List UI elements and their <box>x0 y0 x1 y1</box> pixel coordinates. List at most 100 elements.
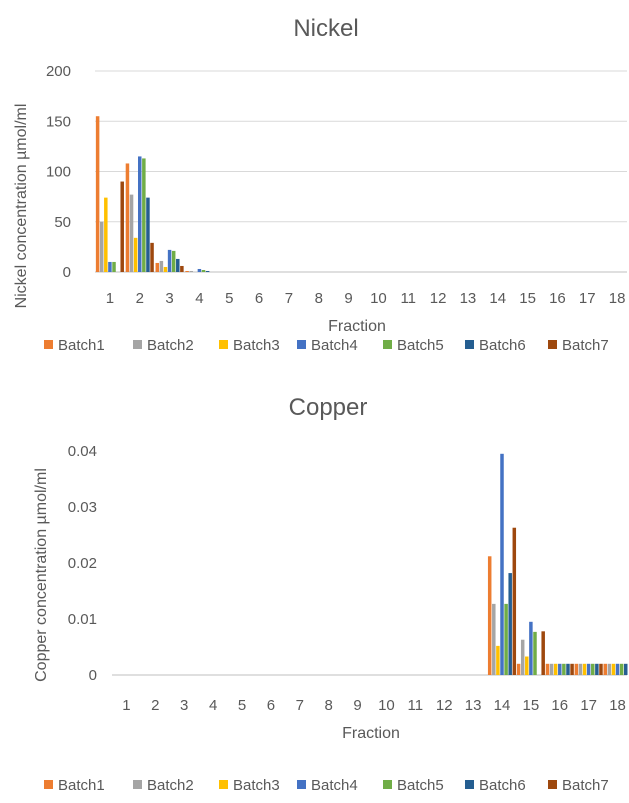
nickel-x-tick-label: 2 <box>136 290 144 307</box>
nickel-x-tick-label: 15 <box>519 290 536 307</box>
nickel-legend-label: Batch2 <box>147 337 194 354</box>
nickel-bar-batch3 <box>163 266 168 272</box>
nickel-bar-batch5 <box>201 269 206 272</box>
copper-bar-batch2 <box>578 663 583 675</box>
copper-bar-batch4 <box>615 663 620 675</box>
nickel-legend-swatch <box>465 340 474 349</box>
copper-bar-batch3 <box>582 663 587 675</box>
nickel-x-tick-label: 10 <box>370 290 387 307</box>
copper-bar-batch2 <box>492 603 496 675</box>
copper-bar-batch3 <box>525 656 529 675</box>
copper-bar-batch1 <box>603 663 608 675</box>
copper-bar-batch1 <box>516 663 521 675</box>
copper-x-tick-label: 14 <box>494 697 511 714</box>
copper-bar-batch4 <box>529 621 533 675</box>
nickel-x-tick-label: 1 <box>106 290 114 307</box>
nickel-bar-batch5 <box>112 261 116 272</box>
copper-x-tick-label: 16 <box>551 697 568 714</box>
copper-x-tick-label: 12 <box>436 697 453 714</box>
copper-legend-label: Batch6 <box>479 777 526 794</box>
nickel-legend-label: Batch5 <box>397 337 444 354</box>
nickel-bar-batch6 <box>176 258 180 272</box>
copper-bar-batch1 <box>545 663 550 675</box>
nickel-legend-swatch <box>133 340 142 349</box>
nickel-legend-swatch <box>44 340 53 349</box>
copper-bar-batch1 <box>574 663 579 675</box>
copper-legend-label: Batch2 <box>147 777 194 794</box>
copper-y-tick-label: 0 <box>89 667 97 684</box>
copper-legend-label: Batch7 <box>562 777 609 794</box>
nickel-x-tick-label: 14 <box>489 290 506 307</box>
copper-bar-batch4 <box>558 663 562 675</box>
nickel-x-tick-label: 6 <box>255 290 263 307</box>
nickel-x-tick-label: 8 <box>315 290 323 307</box>
nickel-x-tick-label: 16 <box>549 290 566 307</box>
copper-x-tick-label: 9 <box>353 697 361 714</box>
copper-legend-label: Batch4 <box>311 777 358 794</box>
nickel-chart-title: Nickel <box>293 15 358 42</box>
copper-x-tick-label: 3 <box>180 697 188 714</box>
nickel-bar-batch4 <box>108 261 112 272</box>
nickel-y-tick-label: 150 <box>46 113 71 130</box>
copper-bar-batch3 <box>496 645 500 675</box>
copper-bar-batch4 <box>500 453 504 675</box>
nickel-bar-batch2 <box>129 194 134 272</box>
nickel-chart: Nickel Fraction Nickel concentration µmo… <box>13 15 627 354</box>
copper-x-tick-label: 10 <box>378 697 395 714</box>
copper-x-tick-label: 18 <box>609 697 626 714</box>
nickel-bar-batch7 <box>150 242 154 272</box>
nickel-x-axis-label: Fraction <box>328 318 386 335</box>
nickel-legend-label: Batch4 <box>311 337 358 354</box>
copper-y-tick-label: 0.04 <box>68 443 97 460</box>
nickel-legend-swatch <box>219 340 228 349</box>
nickel-x-tick-label: 4 <box>195 290 203 307</box>
copper-x-axis-label: Fraction <box>342 725 400 742</box>
nickel-bar-batch1 <box>155 262 160 272</box>
copper-bar-batch5 <box>562 663 566 675</box>
copper-bar-batch6 <box>508 573 512 675</box>
copper-x-tick-label: 5 <box>238 697 246 714</box>
copper-x-tick-label: 4 <box>209 697 217 714</box>
nickel-x-tick-label: 18 <box>609 290 626 307</box>
copper-x-tick-label: 1 <box>122 697 130 714</box>
copper-x-tick-label: 11 <box>408 697 424 714</box>
nickel-legend-label: Batch1 <box>58 337 105 354</box>
nickel-legend-swatch <box>297 340 306 349</box>
nickel-bar-batch1 <box>185 270 189 272</box>
copper-bar-batch5 <box>533 631 537 675</box>
nickel-y-tick-label: 0 <box>63 264 71 281</box>
copper-x-tick-label: 8 <box>324 697 332 714</box>
nickel-bar-batch7 <box>120 181 124 272</box>
copper-bar-batch5 <box>504 603 508 675</box>
nickel-x-tick-label: 9 <box>344 290 352 307</box>
nickel-bar-batch1 <box>125 163 130 272</box>
copper-legend-swatch <box>219 780 228 789</box>
nickel-bar-batch6 <box>146 197 150 272</box>
nickel-bar-batch2 <box>189 270 193 272</box>
copper-legend-swatch <box>383 780 392 789</box>
nickel-bar-batch5 <box>142 158 146 272</box>
copper-legend-swatch <box>548 780 557 789</box>
copper-bar-batch5 <box>619 663 624 675</box>
copper-bar-batch7 <box>570 663 574 675</box>
copper-bar-batch2 <box>549 663 554 675</box>
copper-legend-swatch <box>44 780 53 789</box>
nickel-bar-batch4 <box>167 249 172 272</box>
copper-legend-swatch <box>133 780 142 789</box>
nickel-y-tick-label: 100 <box>46 164 71 181</box>
nickel-legend-swatch <box>383 340 392 349</box>
nickel-x-tick-label: 13 <box>460 290 477 307</box>
nickel-x-tick-label: 12 <box>430 290 447 307</box>
copper-legend-swatch <box>465 780 474 789</box>
nickel-bar-batch3 <box>104 197 108 272</box>
nickel-legend-swatch <box>548 340 557 349</box>
copper-y-tick-label: 0.01 <box>68 611 97 628</box>
copper-bar-batch4 <box>586 663 591 675</box>
nickel-bar-batch2 <box>159 260 164 272</box>
copper-bar-batch5 <box>591 663 595 675</box>
copper-y-axis-label: Copper concentration µmol/ml <box>33 468 50 682</box>
nickel-bar-batch1 <box>95 116 100 272</box>
nickel-x-tick-label: 7 <box>285 290 293 307</box>
copper-x-tick-label: 6 <box>267 697 275 714</box>
copper-legend-label: Batch5 <box>397 777 444 794</box>
